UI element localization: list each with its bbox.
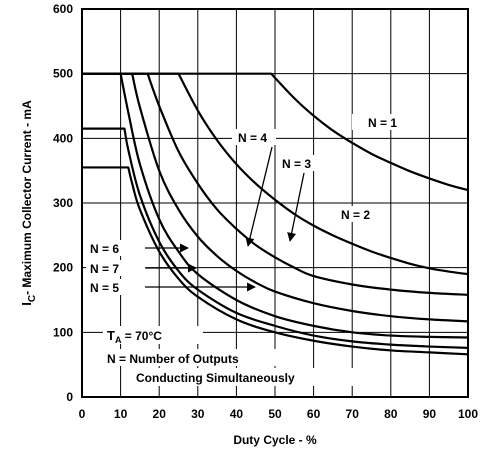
series-line-n3 [82, 72, 469, 296]
label-mask [352, 114, 396, 130]
y-axis-title-prefix: I [19, 302, 34, 306]
label-n6: N = 6 [90, 242, 119, 256]
label-n3: N = 3 [282, 157, 311, 171]
x-tick-labels: 0 10 20 30 40 50 60 70 80 90 100 [79, 407, 479, 421]
label-n1: N = 1 [368, 116, 397, 130]
x-tick-label: 90 [423, 407, 437, 421]
y-tick-label: 600 [53, 2, 73, 16]
leader-n3 [287, 172, 305, 242]
leader-n4 [245, 146, 273, 247]
y-tick-label: 200 [53, 261, 73, 275]
curves [82, 72, 469, 356]
series-line-n1 [82, 72, 469, 192]
label-mask [335, 206, 379, 222]
y-axis-title: IC- Maximum Collector Current - mA [19, 100, 38, 306]
label-masks [86, 114, 396, 386]
x-tick-label: 100 [458, 407, 478, 421]
y-tick-labels: 0 100 200 300 400 500 600 [53, 2, 73, 404]
y-tick-label: 400 [53, 131, 73, 145]
y-tick-label: 300 [53, 196, 73, 210]
x-tick-label: 40 [230, 407, 244, 421]
label-mask [86, 260, 146, 276]
x-tick-label: 70 [346, 407, 360, 421]
x-tick-label: 0 [79, 407, 86, 421]
y-axis-title-subscript: C [27, 295, 38, 302]
temp-value: = 70°C [121, 329, 162, 343]
label-mask [132, 368, 358, 386]
temp-condition: TA = 70°C [107, 328, 162, 345]
x-tick-label: 30 [191, 407, 205, 421]
note-line-2: Conducting Simultaneously [136, 371, 295, 385]
label-mask [276, 155, 320, 171]
series-line-n2 [82, 72, 469, 276]
x-tick-label: 20 [153, 407, 167, 421]
y-tick-label: 100 [53, 325, 73, 339]
x-tick-label: 10 [114, 407, 128, 421]
label-n2: N = 2 [341, 208, 370, 222]
x-axis-title: Duty Cycle - % [233, 433, 317, 447]
series-line-n7 [82, 166, 469, 356]
series-line-n4 [82, 72, 469, 323]
plot-frame [81, 8, 469, 398]
label-n5: N = 5 [90, 281, 119, 295]
label-mask [86, 279, 146, 295]
label-n7: N = 7 [90, 262, 119, 276]
temp-subscript: A [115, 335, 122, 345]
label-mask [103, 326, 203, 344]
series-line-n5 [82, 72, 469, 339]
series-line-n6 [82, 127, 469, 349]
x-tick-label: 60 [307, 407, 321, 421]
x-tick-label: 80 [384, 407, 398, 421]
label-mask [232, 129, 276, 145]
y-axis-title-rest: - Maximum Collector Current - mA [20, 100, 34, 295]
note-line-1: N = Number of Outputs [107, 352, 239, 366]
label-mask [86, 240, 146, 256]
label-mask [103, 349, 293, 366]
temp-t: T [107, 328, 115, 343]
svg-text:IC- Maximum Collector Current: IC- Maximum Collector Current - mA [19, 100, 38, 306]
y-tick-label: 0 [66, 390, 73, 404]
y-tick-label: 500 [53, 67, 73, 81]
label-n4: N = 4 [238, 131, 267, 145]
x-tick-label: 50 [268, 407, 282, 421]
